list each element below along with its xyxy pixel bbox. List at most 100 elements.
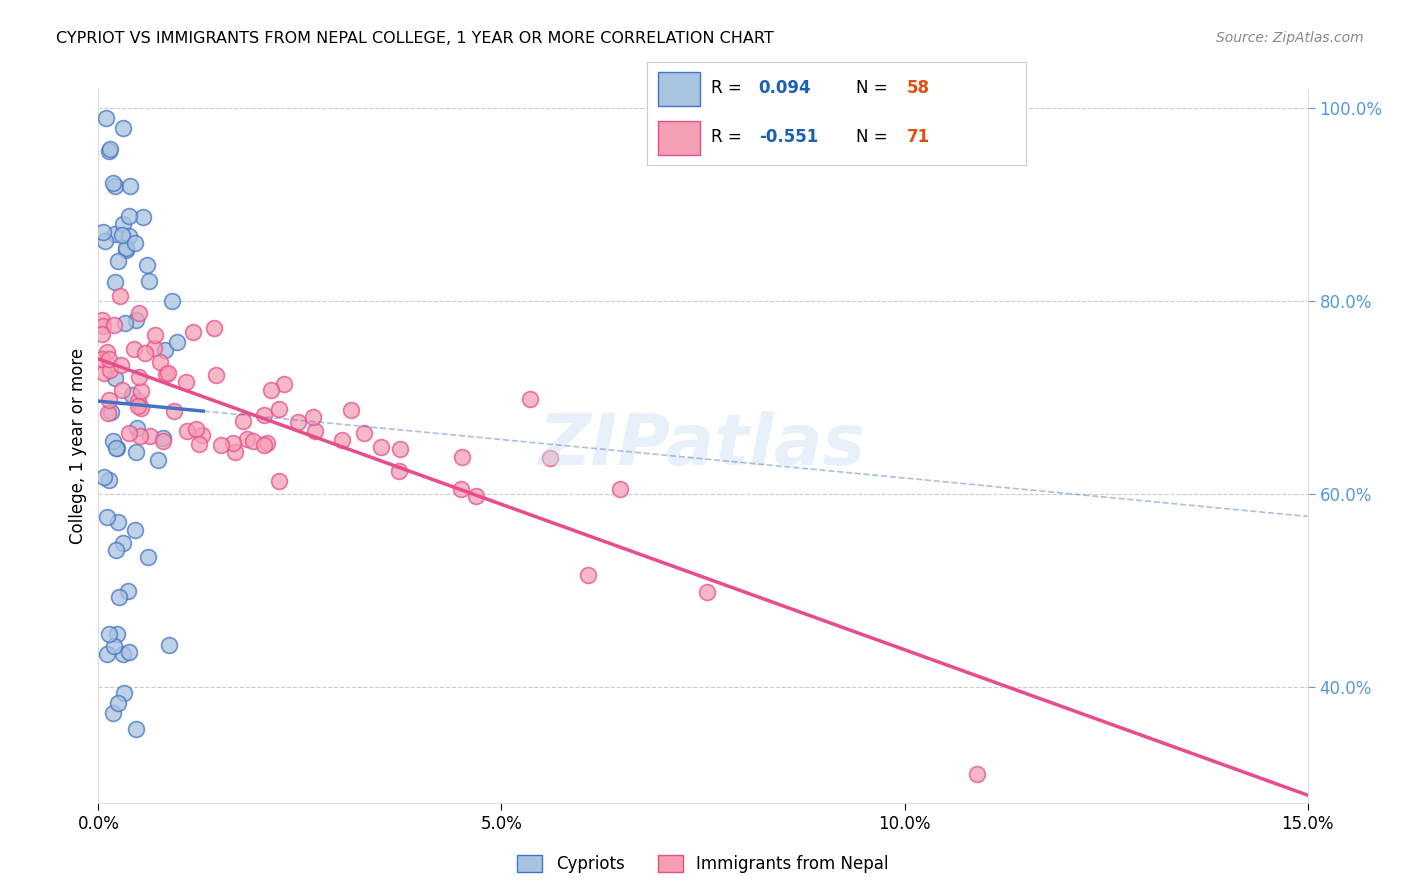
Point xyxy=(105,542,128,557)
Point xyxy=(146,452,169,467)
Point xyxy=(111,647,134,661)
Point xyxy=(104,275,127,289)
Point xyxy=(253,438,276,452)
Point xyxy=(256,436,278,450)
Point xyxy=(97,406,120,420)
Point xyxy=(128,429,150,443)
Point xyxy=(125,445,148,459)
Point xyxy=(302,410,325,425)
Point xyxy=(287,415,309,429)
Legend: Cypriots, Immigrants from Nepal: Cypriots, Immigrants from Nepal xyxy=(510,848,896,880)
Point xyxy=(156,367,179,381)
Text: R =: R = xyxy=(711,128,748,146)
Point xyxy=(304,424,326,438)
Point xyxy=(134,346,156,360)
Point xyxy=(353,426,375,441)
Point xyxy=(122,342,145,356)
Point xyxy=(103,640,125,654)
Point xyxy=(125,722,148,736)
Point xyxy=(190,427,212,442)
Point xyxy=(330,434,353,448)
Point xyxy=(108,590,131,604)
Point xyxy=(124,313,146,327)
Point xyxy=(124,236,146,251)
Point xyxy=(97,626,120,640)
Point xyxy=(160,294,183,309)
Point xyxy=(111,536,134,550)
Point xyxy=(236,432,259,446)
Point xyxy=(966,767,988,781)
Point xyxy=(136,549,159,564)
Point xyxy=(129,384,152,398)
Bar xyxy=(658,71,700,105)
Point xyxy=(273,377,295,392)
Point xyxy=(232,414,254,428)
Point xyxy=(267,475,290,489)
Point xyxy=(111,120,134,135)
Bar xyxy=(658,121,700,155)
Point xyxy=(112,686,135,700)
Point xyxy=(101,434,124,448)
Point xyxy=(91,351,114,366)
Point xyxy=(107,253,129,268)
Point xyxy=(132,210,155,224)
Point xyxy=(450,483,472,497)
Point xyxy=(253,408,276,422)
Point xyxy=(127,400,149,414)
Point xyxy=(107,515,129,529)
Point xyxy=(111,217,134,231)
Point xyxy=(96,111,118,125)
Point xyxy=(174,375,197,389)
Point xyxy=(176,424,198,438)
Point xyxy=(465,490,488,504)
Point xyxy=(157,638,180,652)
Point xyxy=(93,235,115,249)
Point xyxy=(96,344,118,359)
Point xyxy=(451,450,474,464)
Point xyxy=(609,482,631,496)
Point xyxy=(538,450,561,465)
Point xyxy=(260,383,283,397)
Point xyxy=(209,438,232,452)
Point xyxy=(101,706,124,721)
Point xyxy=(118,425,141,440)
Text: CYPRIOT VS IMMIGRANTS FROM NEPAL COLLEGE, 1 YEAR OR MORE CORRELATION CHART: CYPRIOT VS IMMIGRANTS FROM NEPAL COLLEGE… xyxy=(56,31,773,46)
Point xyxy=(114,243,136,257)
Point xyxy=(696,585,718,599)
Text: R =: R = xyxy=(711,79,748,97)
Point xyxy=(117,583,139,598)
Point xyxy=(115,241,138,255)
Point xyxy=(128,369,150,384)
Point xyxy=(108,289,131,303)
Point xyxy=(242,434,264,449)
Point xyxy=(93,366,115,380)
Point xyxy=(205,368,228,382)
Y-axis label: College, 1 year or more: College, 1 year or more xyxy=(69,348,87,544)
Point xyxy=(105,627,128,641)
Point xyxy=(98,392,121,407)
Text: N =: N = xyxy=(855,79,893,97)
Point xyxy=(91,326,114,341)
Point xyxy=(128,306,150,320)
Point xyxy=(98,142,121,156)
Point xyxy=(107,696,129,710)
Point xyxy=(93,225,115,239)
Point xyxy=(98,144,121,158)
Point xyxy=(155,367,177,381)
Text: Source: ZipAtlas.com: Source: ZipAtlas.com xyxy=(1216,31,1364,45)
Point xyxy=(339,402,361,417)
Point xyxy=(91,319,114,334)
Point xyxy=(163,404,186,418)
Point xyxy=(103,227,125,241)
Point xyxy=(118,209,141,223)
Point xyxy=(139,428,162,442)
Point xyxy=(152,434,174,448)
Point xyxy=(202,321,225,335)
Point xyxy=(155,343,177,357)
Point xyxy=(98,473,121,487)
Point xyxy=(166,335,188,350)
Point xyxy=(118,645,141,659)
Text: N =: N = xyxy=(855,128,893,146)
Point xyxy=(118,228,141,243)
Point xyxy=(114,316,136,330)
